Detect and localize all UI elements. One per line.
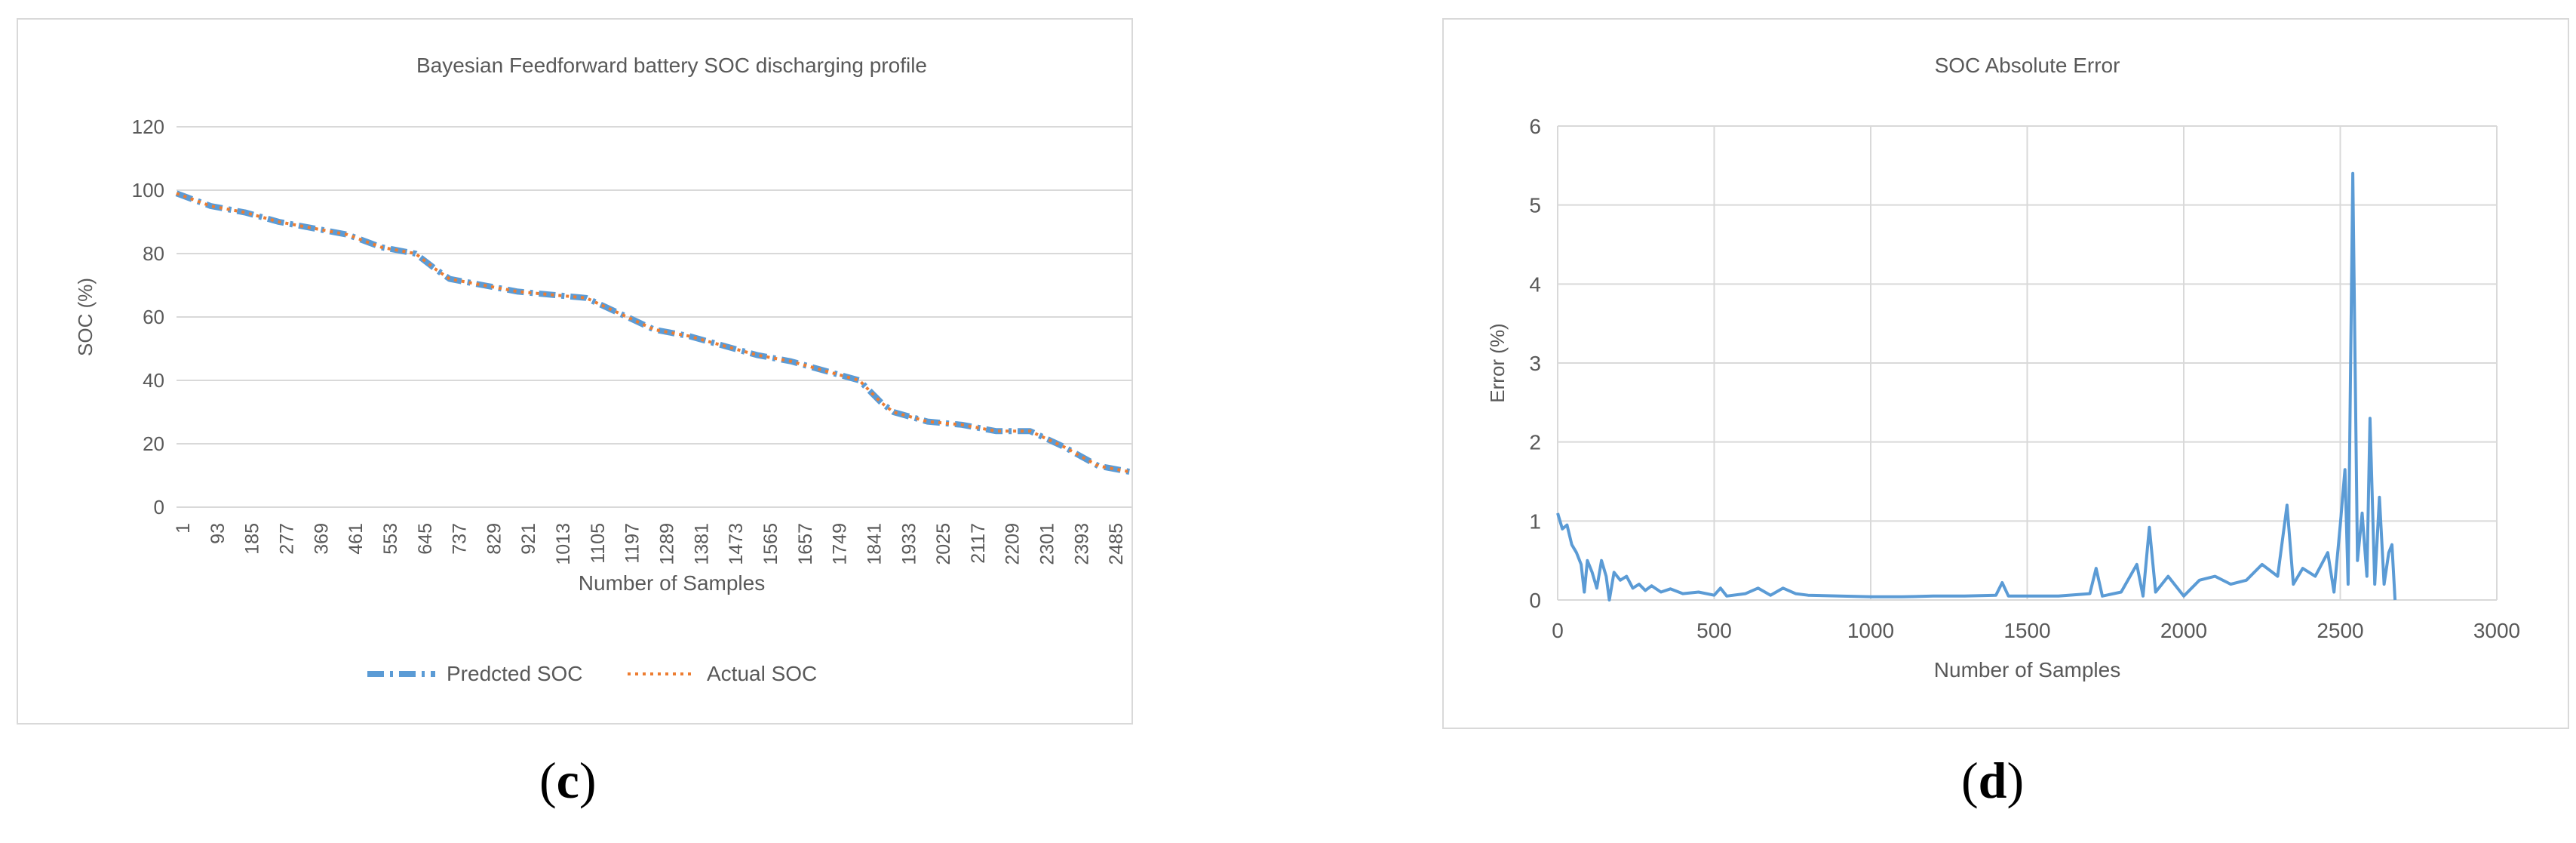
chart-c-xtick-label: 2209 — [1002, 523, 1024, 565]
chart-d-xtick-label: 3000 — [2473, 619, 2520, 642]
chart-c-xtick-label: 461 — [345, 523, 367, 555]
chart-c-xtick-label: 2117 — [968, 523, 989, 564]
chart-c-xtick-label: 1565 — [760, 523, 781, 565]
chart-d-xtick-label: 1500 — [2003, 619, 2050, 642]
chart-d: SOC Absolute Error 0 1 2 3 4 5 6 0 500 1000 1500 200… — [1486, 54, 2520, 681]
chart-d-xtick-label: 500 — [1696, 619, 1732, 642]
chart-c-ytick-label: 80 — [143, 242, 164, 265]
chart-c-xtick-label: 1657 — [795, 523, 816, 565]
chart-c-xtick-label: 1473 — [726, 523, 747, 565]
chart-c-series-predicted — [175, 190, 1168, 488]
chart-c-xtick-label: 553 — [380, 523, 401, 555]
chart-d-ytick-label: 5 — [1529, 194, 1541, 217]
chart-c-ytick-label: 40 — [143, 369, 164, 392]
chart-c: Bayesian Feedforward battery SOC dischar… — [74, 54, 1168, 685]
chart-c-xtick-label: 737 — [450, 523, 471, 555]
caption-c: (c) — [539, 752, 597, 809]
chart-c-xtick-label: 1197 — [622, 523, 643, 564]
chart-c-xtick-label: 2025 — [933, 523, 954, 565]
chart-c-xtick-label: 1933 — [898, 523, 920, 565]
chart-c-xlabel: Number of Samples — [579, 571, 765, 595]
chart-c-xtick-label: 829 — [484, 523, 505, 555]
chart-c-xtick-label: 1105 — [588, 523, 609, 564]
chart-c-xtick-label: 1749 — [830, 523, 851, 565]
chart-d-series-error — [1556, 171, 2397, 601]
chart-c-xtick-label: 645 — [415, 523, 436, 555]
chart-d-panel: SOC Absolute Error 0 1 2 3 4 5 6 0 500 1000 1500 200… — [1442, 18, 2569, 729]
chart-c-xtick-label: 1 — [173, 523, 194, 534]
chart-d-ytick-label: 6 — [1529, 115, 1541, 138]
chart-d-ytick-label: 4 — [1529, 272, 1541, 296]
chart-d-xtick-label: 1000 — [1847, 619, 1894, 642]
chart-c-xtick-label: 369 — [311, 523, 332, 555]
chart-c-ytick-label: 0 — [154, 496, 164, 518]
chart-d-ytick-label: 3 — [1529, 352, 1541, 375]
chart-d-xtick-label: 2000 — [2160, 619, 2207, 642]
chart-c-ytick-label: 60 — [143, 306, 164, 328]
chart-c-xtick-label: 2485 — [1106, 523, 1127, 565]
chart-c-series-actual — [176, 192, 1168, 487]
chart-c-xtick-label: 93 — [207, 523, 229, 544]
chart-c-ytick-label: 120 — [132, 115, 164, 138]
chart-c-ylabel: SOC (%) — [74, 278, 97, 356]
chart-c-xtick-label: 2301 — [1037, 523, 1058, 565]
chart-c-xtick-label: 2393 — [1071, 523, 1092, 565]
chart-d-ylabel: Error (%) — [1486, 323, 1509, 402]
chart-d-ytick-label: 1 — [1529, 509, 1541, 533]
chart-c-xtick-label: 185 — [242, 523, 263, 555]
chart-d-xtick-label: 0 — [1552, 619, 1564, 642]
chart-c-xtick-label: 1841 — [864, 523, 885, 565]
chart-d-xtick-label: 2500 — [2317, 619, 2363, 642]
chart-c-ytick-label: 20 — [143, 432, 164, 455]
chart-c-ytick-label: 100 — [132, 179, 164, 202]
chart-c-legend-label: Actual SOC — [707, 662, 817, 685]
chart-c-xtick-label: 1289 — [657, 523, 678, 565]
chart-c-xtick-label: 277 — [276, 523, 297, 555]
chart-c-legend-label: Predcted SOC — [447, 662, 583, 685]
chart-c-title: Bayesian Feedforward battery SOC dischar… — [416, 54, 927, 77]
chart-c-panel: Bayesian Feedforward battery SOC dischar… — [17, 18, 1168, 725]
chart-d-xlabel: Number of Samples — [1934, 658, 2120, 681]
chart-d-title: SOC Absolute Error — [1935, 54, 2120, 77]
chart-c-xtick-label: 921 — [518, 523, 539, 555]
chart-d-ytick-label: 2 — [1529, 431, 1541, 454]
chart-d-ytick-label: 0 — [1529, 589, 1541, 612]
caption-d: (d) — [1961, 752, 2025, 809]
chart-c-xtick-label: 1381 — [691, 523, 712, 565]
chart-c-xtick-label: 1013 — [553, 523, 574, 565]
